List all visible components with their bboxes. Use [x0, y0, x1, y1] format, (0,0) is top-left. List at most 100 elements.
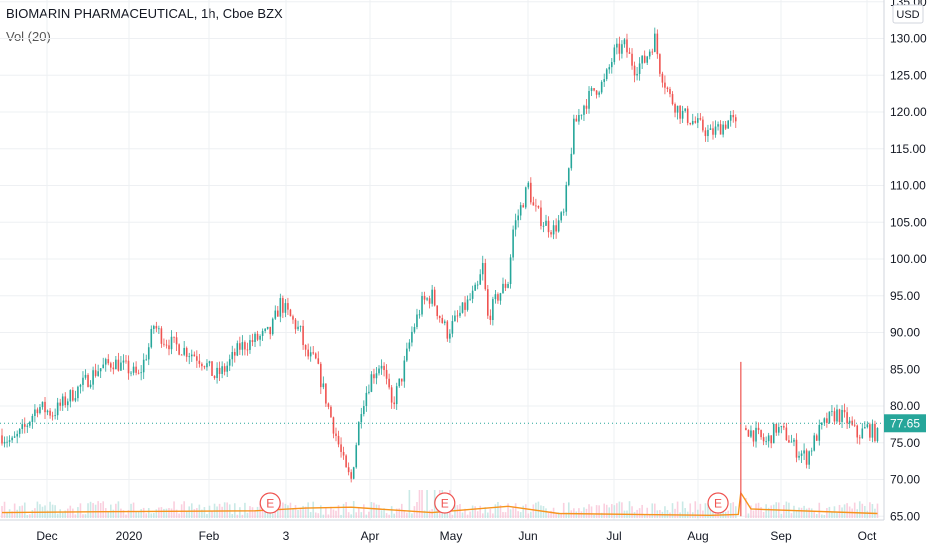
candle-body [734, 117, 737, 122]
volume-bar [530, 511, 532, 518]
volume-bar [203, 507, 206, 518]
volume-bar [31, 510, 34, 518]
candle-body [821, 422, 823, 425]
candle-body [777, 427, 780, 433]
candle-body [469, 298, 471, 300]
volume-bar [618, 501, 621, 518]
candle-body [39, 407, 41, 414]
volume-bar [456, 505, 459, 518]
price-tick-label: 125.00 [890, 68, 927, 82]
volume-bar [507, 503, 509, 518]
volume-bar [357, 506, 360, 518]
volume-bar [64, 510, 67, 518]
candle-body [388, 378, 390, 388]
candle-body [823, 418, 826, 423]
volume-bar [555, 513, 557, 518]
volume-bar [527, 513, 530, 518]
candle-body [603, 79, 606, 82]
volume-bar [512, 507, 514, 518]
candle-body [550, 232, 552, 235]
volume-bar [282, 502, 284, 518]
candle-body [340, 444, 342, 452]
volume-bar [398, 508, 401, 518]
volume-bar [127, 510, 130, 518]
candle-body [795, 439, 798, 458]
volume-bar [239, 507, 241, 518]
candle-body [459, 312, 461, 316]
candle-body [537, 205, 540, 208]
volume-bar [871, 504, 874, 518]
volume-bar [876, 503, 879, 518]
candle-body [282, 298, 284, 313]
volume-bar [16, 509, 18, 518]
volume-bar [497, 502, 499, 518]
candle-body [869, 424, 871, 438]
volume-bar [699, 503, 702, 518]
candle-body [360, 414, 363, 423]
candle-body [494, 294, 497, 300]
candle-body [44, 401, 46, 413]
candle-body [378, 368, 380, 374]
volume-bar [836, 512, 838, 518]
volume-bar [426, 490, 428, 518]
candle-body [555, 225, 557, 232]
candle-body [780, 426, 783, 428]
candle-body [747, 430, 750, 437]
candle-body [183, 347, 185, 355]
volume-bar [580, 511, 583, 518]
volume-bar [360, 512, 363, 518]
candle-body [810, 450, 813, 452]
price-tick-label: 100.00 [890, 252, 927, 266]
price-tick-label: 120.00 [890, 105, 927, 119]
candle-body [557, 220, 560, 232]
earnings-marker[interactable] [434, 492, 456, 514]
grid-lines [0, 0, 884, 520]
candle-body [190, 354, 193, 357]
volume-bar [335, 510, 337, 518]
earnings-marker[interactable] [259, 492, 281, 514]
volume-bar [97, 501, 99, 518]
candle-body [760, 430, 762, 438]
candle-body [593, 88, 595, 91]
candle-body [309, 352, 312, 357]
volume-bar [302, 505, 304, 518]
candle-body [74, 398, 77, 401]
candle-body [648, 51, 651, 57]
earnings-marker[interactable] [707, 492, 729, 514]
volume-bar [818, 502, 821, 518]
currency-label: USD [896, 9, 919, 21]
candle-body [813, 435, 816, 451]
candle-body [158, 328, 160, 330]
candle-body [853, 424, 856, 426]
volume-bar [408, 490, 411, 518]
volume-bar [631, 506, 633, 518]
candle-body [560, 212, 562, 221]
candle-body [352, 467, 355, 479]
volume-bar [831, 512, 833, 518]
volume-bar [517, 511, 519, 518]
time-tick-label: 2020 [116, 529, 143, 543]
volume-bar [674, 508, 676, 518]
candle-body [175, 337, 178, 345]
candle-body [77, 386, 79, 399]
volume-bar [23, 502, 26, 518]
candle-body [492, 299, 494, 321]
candle-body [757, 427, 760, 431]
volume-bar [793, 505, 795, 518]
candle-body [120, 362, 122, 371]
candle-body [800, 453, 803, 456]
candle-body [676, 105, 679, 113]
volume-bar [734, 506, 737, 518]
candle-body [61, 396, 64, 406]
volume-bar [732, 502, 735, 518]
candle-body [507, 284, 509, 288]
candle-body [271, 318, 274, 335]
volume-bar [160, 507, 163, 518]
volume-bar [641, 504, 643, 518]
candle-body [375, 373, 378, 379]
candle-body [783, 426, 785, 428]
candle-body [104, 359, 107, 365]
candle-body [132, 366, 135, 373]
volume-bar [783, 505, 785, 518]
